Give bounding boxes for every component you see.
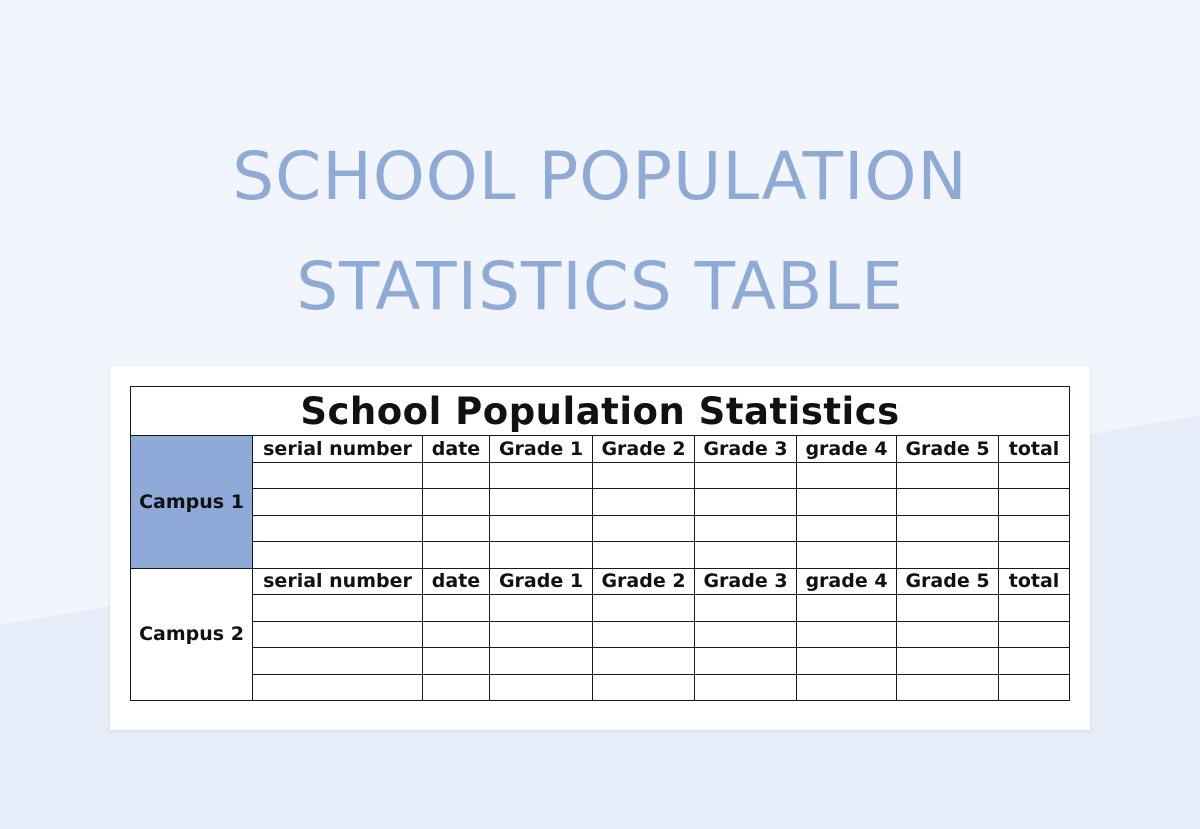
table-cell[interactable] — [796, 461, 897, 489]
table-cell[interactable] — [489, 488, 593, 516]
column-header-grade-3[interactable]: Grade 3 — [694, 567, 797, 595]
table-row — [131, 673, 1071, 701]
table-cell[interactable] — [422, 673, 490, 701]
table-cell[interactable] — [896, 488, 999, 516]
table-cell[interactable] — [997, 541, 1071, 569]
table-cell[interactable] — [796, 620, 897, 648]
column-header-grade-4[interactable]: grade 4 — [796, 567, 897, 595]
table-cell[interactable] — [694, 541, 797, 569]
table-cell[interactable] — [422, 647, 490, 675]
table-row — [131, 514, 1071, 542]
table-cell[interactable] — [422, 461, 490, 489]
table-row — [131, 647, 1071, 675]
campus-2-label[interactable]: Campus 2 — [130, 567, 253, 701]
table-cell[interactable] — [489, 461, 593, 489]
table-cell[interactable] — [896, 620, 999, 648]
column-header-grade-5[interactable]: Grade 5 — [896, 567, 999, 595]
page-title-line-2: STATISTICS TABLE — [296, 248, 904, 325]
table-cell[interactable] — [252, 514, 423, 542]
table-cell[interactable] — [694, 594, 797, 622]
table-cell[interactable] — [796, 673, 897, 701]
table-cell[interactable] — [422, 594, 490, 622]
table-cell[interactable] — [997, 488, 1071, 516]
table-cell[interactable] — [592, 620, 695, 648]
column-header-grade-4[interactable]: grade 4 — [796, 435, 897, 463]
table-cell[interactable] — [796, 647, 897, 675]
table-cell[interactable] — [896, 647, 999, 675]
table-cell[interactable] — [252, 620, 423, 648]
table-cell[interactable] — [997, 647, 1071, 675]
table-cell[interactable] — [592, 594, 695, 622]
table-cell[interactable] — [592, 541, 695, 569]
table-cell[interactable] — [592, 673, 695, 701]
table-cell[interactable] — [489, 673, 593, 701]
table-cell[interactable] — [252, 647, 423, 675]
campus-1-label[interactable]: Campus 1 — [130, 435, 253, 569]
table-cell[interactable] — [592, 514, 695, 542]
statistics-table: School Population Statistics Campus 1 ser… — [129, 386, 1071, 701]
table-cell[interactable] — [896, 594, 999, 622]
table-cell[interactable] — [796, 514, 897, 542]
table-cell[interactable] — [252, 461, 423, 489]
table-cell[interactable] — [796, 594, 897, 622]
spreadsheet-card: School Population Statistics Campus 1 ser… — [110, 366, 1090, 730]
table-row — [131, 461, 1071, 489]
page-title: SCHOOL POPULATION STATISTICS TABLE — [0, 122, 1200, 342]
table-cell[interactable] — [489, 647, 593, 675]
table-cell[interactable] — [997, 594, 1071, 622]
table-cell[interactable] — [489, 541, 593, 569]
table-cell[interactable] — [896, 514, 999, 542]
column-header-grade-1[interactable]: Grade 1 — [489, 435, 593, 463]
table-row — [131, 541, 1071, 569]
table-cell[interactable] — [422, 514, 490, 542]
table-cell[interactable] — [997, 461, 1071, 489]
table-cell[interactable] — [422, 620, 490, 648]
table-title: School Population Statistics — [129, 386, 1071, 436]
column-header-grade-2[interactable]: Grade 2 — [592, 435, 695, 463]
table-cell[interactable] — [997, 673, 1071, 701]
table-title-row: School Population Statistics — [129, 386, 1071, 436]
table-cell[interactable] — [896, 541, 999, 569]
table-cell[interactable] — [252, 488, 423, 516]
table-cell[interactable] — [489, 514, 593, 542]
table-cell[interactable] — [252, 673, 423, 701]
column-header-total[interactable]: total — [997, 435, 1071, 463]
table-row — [131, 594, 1071, 622]
column-header-grade-2[interactable]: Grade 2 — [592, 567, 695, 595]
table-cell[interactable] — [489, 620, 593, 648]
table-cell[interactable] — [694, 488, 797, 516]
table-cell[interactable] — [997, 620, 1071, 648]
column-header-date[interactable]: date — [422, 567, 490, 595]
table-cell[interactable] — [694, 647, 797, 675]
column-header-grade-3[interactable]: Grade 3 — [694, 435, 797, 463]
table-cell[interactable] — [694, 461, 797, 489]
table-cell[interactable] — [489, 594, 593, 622]
table-row — [131, 488, 1071, 516]
column-header-grade-5[interactable]: Grade 5 — [896, 435, 999, 463]
table-cell[interactable] — [796, 488, 897, 516]
table-cell[interactable] — [252, 594, 423, 622]
table-cell[interactable] — [896, 461, 999, 489]
table-cell[interactable] — [592, 461, 695, 489]
table-cell[interactable] — [997, 514, 1071, 542]
table-row — [131, 620, 1071, 648]
column-header-serial-number[interactable]: serial number — [252, 567, 423, 595]
page-title-line-1: SCHOOL POPULATION — [232, 138, 968, 215]
table-cell[interactable] — [592, 488, 695, 516]
column-header-serial-number[interactable]: serial number — [252, 435, 423, 463]
table-cell[interactable] — [592, 647, 695, 675]
table-cell[interactable] — [252, 541, 423, 569]
column-header-date[interactable]: date — [422, 435, 490, 463]
table-cell[interactable] — [422, 541, 490, 569]
column-header-total[interactable]: total — [997, 567, 1071, 595]
column-header-grade-1[interactable]: Grade 1 — [489, 567, 593, 595]
table-cell[interactable] — [694, 620, 797, 648]
table-cell[interactable] — [896, 673, 999, 701]
table-cell[interactable] — [796, 541, 897, 569]
table-cell[interactable] — [694, 673, 797, 701]
table-cell[interactable] — [694, 514, 797, 542]
table-cell[interactable] — [422, 488, 490, 516]
